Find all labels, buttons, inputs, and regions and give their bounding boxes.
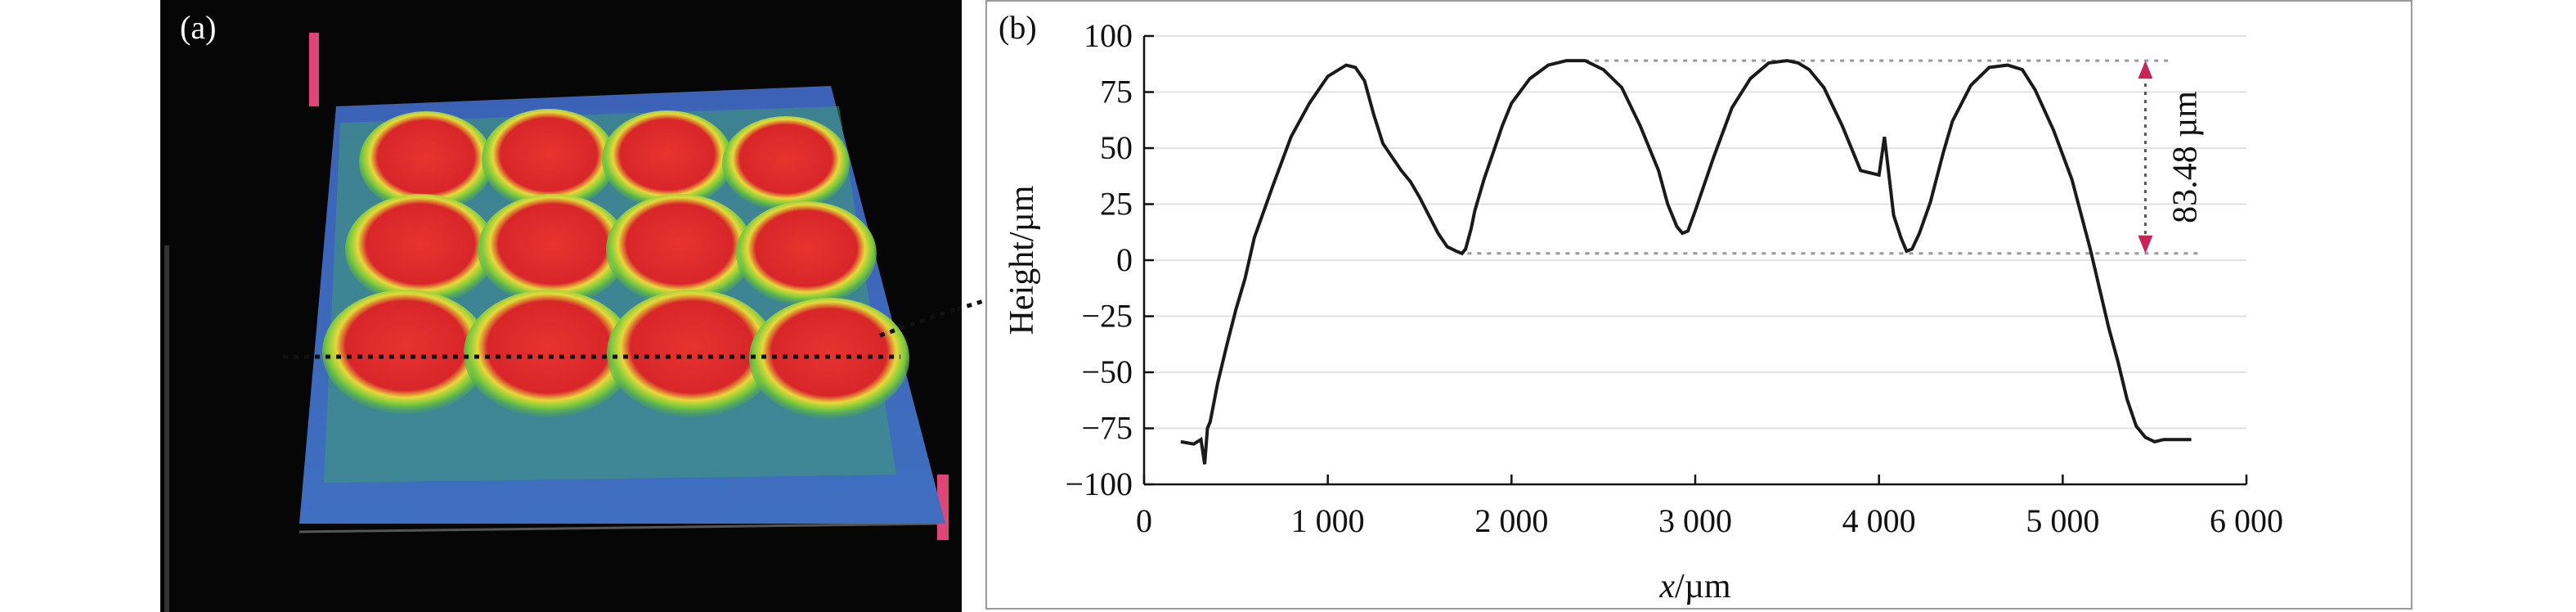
y-axis-title: Height/µm: [1003, 185, 1041, 335]
panel-a-surface-image: (a): [160, 0, 962, 612]
grid-layer: [1144, 35, 2246, 430]
y-tick-label: −75: [1081, 410, 1133, 447]
microlens: [607, 290, 777, 417]
x-tick-label: 0: [1136, 502, 1152, 539]
x-tick-label: 4 000: [1842, 502, 1916, 539]
x-axis-title: x/µm: [1658, 568, 1731, 605]
y-tick-label: 25: [1100, 186, 1133, 223]
base-edge-line: [298, 522, 946, 533]
scan-pointer-line: [879, 304, 962, 338]
microlens: [736, 201, 877, 306]
y-tick-label: −100: [1065, 466, 1133, 502]
x-tick-label: 5 000: [2026, 502, 2099, 539]
microlens-array: [322, 109, 909, 419]
surface-3d-render: [160, 0, 962, 612]
microlens: [722, 116, 850, 211]
height-arrow-head-top: [2138, 61, 2153, 79]
height-arrow-head-bottom: [2138, 235, 2153, 254]
panel-b-profile-chart: −100 −75 −50 −25 0 25 50 75 100 0 1 000 2 000 3 000 4…: [985, 0, 2412, 610]
height-profile-line: [1180, 59, 2192, 465]
microlens: [359, 111, 493, 213]
height-annotation-label: 83.48 µm: [2166, 91, 2204, 223]
x-tick-label: 1 000: [1291, 502, 1365, 539]
y-tick-label: −50: [1081, 353, 1133, 390]
panel-b-label: (b): [999, 9, 1037, 46]
microlens: [602, 110, 733, 209]
x-tick-label: 2 000: [1474, 502, 1548, 539]
microlens: [464, 290, 634, 417]
reference-layer: [1467, 59, 2201, 255]
microlens: [482, 109, 616, 210]
y-tick-label: −25: [1081, 298, 1133, 335]
annotation-layer: 83.48 µm: [2138, 61, 2204, 254]
axis-layer: −100 −75 −50 −25 0 25 50 75 100 0 1 000 2 000 3 000 4…: [1065, 17, 2283, 539]
y-tick-label: 100: [1084, 17, 1133, 54]
profile-chart-svg: −100 −75 −50 −25 0 25 50 75 100 0 1 000 2 000 3 000 4…: [1003, 17, 2283, 605]
microlens: [322, 290, 489, 414]
y-tick-label: 50: [1100, 129, 1133, 166]
microlens: [345, 194, 496, 305]
microlens: [606, 194, 753, 305]
y-tick-label: 0: [1116, 241, 1133, 278]
x-tick-label: 6 000: [2210, 502, 2283, 539]
corner-scale-bar-left: [309, 33, 319, 106]
y-tick-label: 75: [1100, 74, 1133, 110]
x-axis-title-var: x: [1658, 568, 1675, 605]
panel-a-label: (a): [180, 9, 217, 46]
microlens: [478, 194, 628, 305]
x-tick-label: 3 000: [1658, 502, 1732, 539]
x-axis-title-unit: /µm: [1675, 568, 1731, 605]
